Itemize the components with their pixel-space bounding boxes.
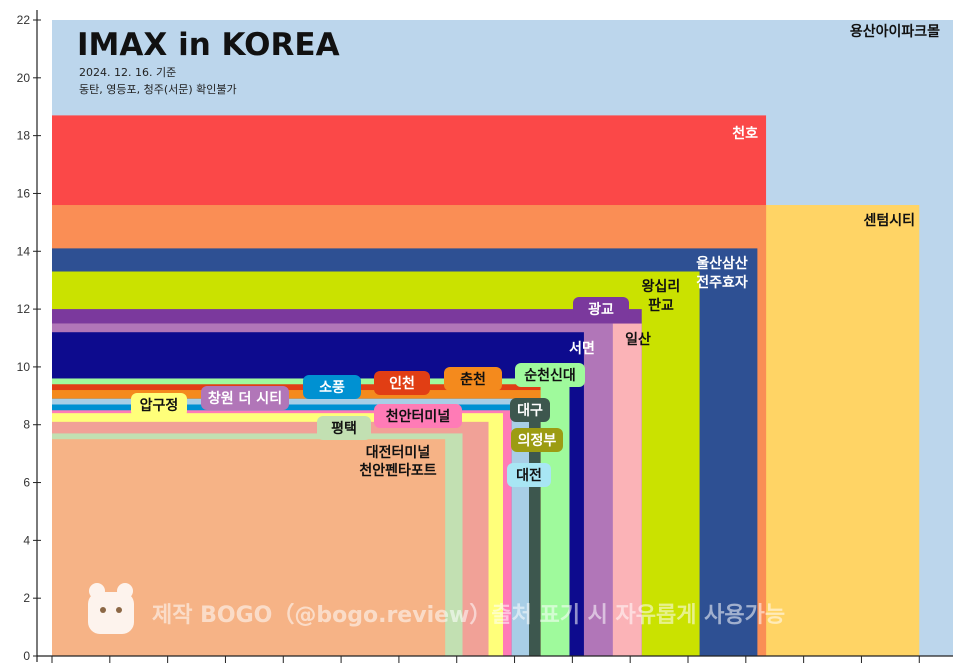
screen-label: 서면 [569,340,595,357]
tag-suncheon: 순천신대 [515,363,585,387]
tag-0-bg [131,393,187,417]
tag-daegu-label: 대구 [517,403,543,419]
tag-5: 천안터미널 [374,404,462,428]
y-tick-label: 0 [23,649,30,663]
tag-5-label: 천안터미널 [386,408,450,425]
tag-2: 소풍 [303,375,361,399]
tag-6-label: 평택 [331,420,357,437]
tag-7-label: 의정부 [518,432,557,449]
screen-label: 용산아이파크몰 [850,23,940,40]
tag-1-label: 창원 더 시티 [208,390,282,407]
tag-0: 압구정 [131,393,187,417]
screen-label: 센텀시티 [863,213,915,229]
tag-daegu: 대구 [510,398,550,422]
tag-6-bg [317,416,371,440]
screen-label: 판교 [648,298,674,314]
tag-4-label: 춘천 [460,372,486,388]
tag-3-label: 인천 [389,375,415,392]
y-tick-label: 6 [23,476,30,490]
tag-4: 춘천 [444,367,502,391]
tag-gwanggyo: 광교 [573,297,629,321]
tag-8-label: 대전 [516,467,542,484]
chart-title: IMAX in KOREA [77,27,340,63]
y-axis: 0 2 4 6 8 10 12 14 16 18 20 22 [17,10,953,663]
x-ticks [51,656,920,663]
screen-label: 천안펜타포트 [359,462,436,479]
y-tick-label: 2 [23,591,30,605]
watermark: 제작 BOGO（@bogo.review）출처 표기 시 자유롭게 사용가능 [88,583,785,634]
y-tick-label: 12 [17,302,31,316]
tag-2-bg [303,375,361,399]
tag-1-bg [201,386,289,410]
y-tick-label: 22 [17,13,31,27]
y-tick-label: 10 [17,360,31,374]
tag-4-bg [444,367,502,391]
tag-2-label: 소풍 [319,380,345,396]
tag-3: 인천 [374,371,430,395]
tag-0-label: 압구정 [140,397,179,414]
y-tick-label: 14 [17,244,31,258]
bear-logo-icon [88,583,134,634]
tag-suncheon-bg [515,363,585,387]
tag-6: 평택 [317,416,371,440]
tag-8-bg [507,463,551,487]
tag-gwanggyo-label: 광교 [588,301,614,318]
chart-subtitle-note: 동탄, 영등포, 청주(서문) 확인불가 [79,83,237,96]
screen-label: 왕십리 [642,279,681,295]
tag-5-bg [374,404,462,428]
screen-label: 일산 [625,331,651,348]
chart-subtitle-date: 2024. 12. 16. 기준 [79,66,176,79]
tag-suncheon-label: 순천신대 [524,368,576,384]
tag-daegu-bg [510,398,550,422]
tag-1: 창원 더 시티 [201,386,289,410]
y-tick-label: 18 [17,129,31,143]
tag-gwanggyo-bg [573,297,629,321]
tag-7: 의정부 [511,428,563,452]
screen-label: 전주효자 [696,274,748,291]
screen-label: 울산삼산 [696,255,748,272]
y-tick-label: 8 [23,418,30,432]
tag-7-bg [511,428,563,452]
y-tick-label: 4 [23,533,30,547]
y-tick-label: 20 [17,71,31,85]
tag-8: 대전 [507,463,551,487]
screen-label: 천호 [732,126,758,142]
screen-label: 대전터미널 [366,444,430,461]
y-tick-label: 16 [17,186,31,200]
title-block: IMAX in KOREA 2024. 12. 16. 기준 동탄, 영등포, … [77,27,340,96]
watermark-text: 제작 BOGO（@bogo.review）출처 표기 시 자유롭게 사용가능 [152,603,785,628]
tag-3-bg [374,371,430,395]
screen-rects [52,20,953,656]
